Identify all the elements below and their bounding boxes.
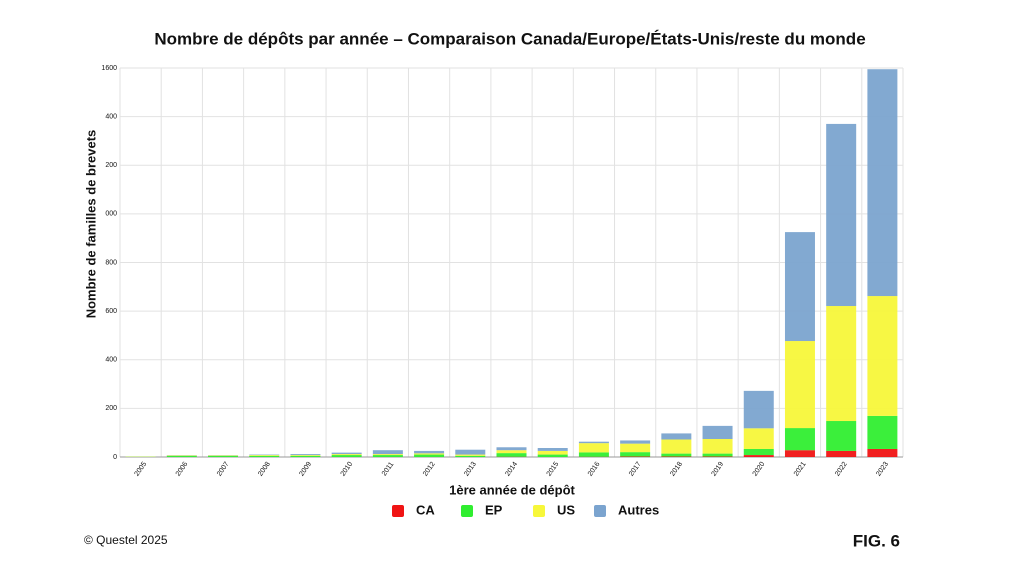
bar-segment [414,453,445,455]
copyright: © Questel 2025 [84,533,168,547]
bar-segment [661,433,692,440]
bar-segment [455,454,486,456]
y-tick-label: 400 [105,357,117,364]
legend-swatch [533,505,545,517]
bar-segment [578,452,609,457]
bar-segment [826,421,857,451]
bar-segment [578,443,609,453]
bar-segment [620,440,651,444]
bar-segment [578,441,609,444]
bar-segment [290,455,321,457]
y-tick-label: 600 [105,308,117,315]
bar-segment [784,450,815,457]
legend-label: US [557,502,575,517]
bar-segment [290,455,321,456]
x-tick-label: 2006 [175,461,190,478]
x-tick-label: 2012 [422,461,437,478]
bar-segment [826,123,857,307]
bar-segment [331,452,362,455]
bar-segment [826,450,857,457]
chart-title: Nombre de dépôts par année – Comparaison… [154,29,865,48]
y-axis-label: Nombre de familles de brevets [83,130,98,319]
bar-segment [496,453,527,457]
x-tick-label: 2021 [793,461,808,478]
bar-segment [743,428,774,449]
bar-segment [620,452,651,457]
x-tick-label: 2015 [546,461,561,478]
x-tick-label: 2007 [216,461,231,478]
bar-segment [331,454,362,456]
y-tick-label: 200 [105,162,117,169]
bar-segment [537,450,568,455]
bar-segment [537,454,568,457]
bar-segment [249,455,280,457]
bar-segment [661,439,692,454]
legend-label: CA [416,502,435,517]
bar-segment [166,455,197,457]
bar-segment [867,296,898,416]
bar-segment [661,453,692,457]
bar-segment [372,454,403,456]
bar-segment [414,454,445,457]
x-tick-label: 2018 [669,461,684,478]
bar-segment [784,232,815,342]
legend-swatch [594,505,606,517]
bar-segment [743,390,774,429]
legend-label: Autres [618,502,659,517]
bar-segment [455,455,486,457]
bar-segment [826,306,857,422]
x-tick-label: 2014 [504,461,519,478]
bar-segment [372,450,403,455]
bar-segment [867,448,898,457]
bar-segment [249,455,280,456]
bar-segment [537,448,568,451]
y-tick-label: 000 [105,211,117,218]
bar-segment [372,455,403,457]
legend-label: EP [485,502,503,517]
x-tick-label: 2011 [381,461,395,477]
bar-segment [702,425,733,440]
bar-segment [702,453,733,457]
bar-segment [496,450,527,454]
bar-segment [208,455,239,457]
y-tick-label: 1600 [101,65,117,72]
x-tick-label: 2010 [340,461,355,478]
bar-segment [455,449,486,455]
x-tick-label: 2022 [834,461,849,478]
y-tick-label: 0 [113,454,117,461]
x-tick-label: 2009 [298,461,313,478]
bar-segment [784,428,815,451]
x-tick-label: 2019 [710,461,725,478]
bar-segment [702,439,733,454]
x-tick-label: 2013 [463,461,478,478]
y-tick-label: 200 [105,405,117,412]
bar-segment [784,341,815,429]
legend-swatch [392,505,404,517]
y-tick-label: 800 [105,259,117,266]
bar-segment [414,450,445,454]
bar-segment [331,455,362,457]
x-tick-label: 2020 [752,461,767,478]
bar-segment [620,443,651,453]
x-axis-label: 1ère année de dépôt [449,482,575,497]
bar-segment [743,455,774,457]
x-tick-label: 2023 [875,461,890,478]
bar-segment [867,415,898,449]
bar-segment [290,454,321,456]
bar-segment [743,448,774,456]
figure-label: FIG. 6 [853,531,900,550]
x-tick-label: 2005 [134,461,149,478]
y-tick-label: 400 [105,113,117,120]
legend-swatch [461,505,473,517]
bar-segment [867,69,898,297]
bar-segment [496,447,527,451]
x-tick-label: 2017 [628,461,643,478]
x-tick-label: 2008 [257,461,272,478]
x-tick-label: 2016 [587,461,602,478]
